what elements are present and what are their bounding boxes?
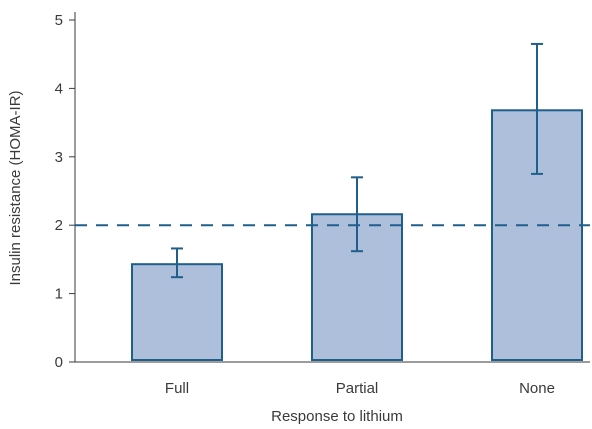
axes <box>74 12 590 363</box>
y-axis-title: Insulin resistance (HOMA-IR) <box>7 90 24 285</box>
error-bar-none <box>531 42 543 175</box>
y-tick-label: 0 <box>55 354 63 371</box>
y-tick-label: 2 <box>55 217 63 234</box>
category-label-none: None <box>519 380 555 397</box>
y-tick-label: 4 <box>55 80 63 97</box>
category-labels: Full Partial None <box>165 380 555 397</box>
x-axis-title: Response to lithium <box>271 408 403 425</box>
y-tick-label: 1 <box>55 286 63 303</box>
error-bars <box>171 42 543 279</box>
error-bar-partial <box>351 176 363 253</box>
y-ticks: 0 1 2 3 4 5 <box>55 12 75 371</box>
error-bar-full <box>171 247 183 279</box>
category-label-full: Full <box>165 380 189 397</box>
bar-full <box>131 263 223 361</box>
y-tick-label: 5 <box>55 12 63 29</box>
y-tick-label: 3 <box>55 149 63 166</box>
category-label-partial: Partial <box>336 380 379 397</box>
